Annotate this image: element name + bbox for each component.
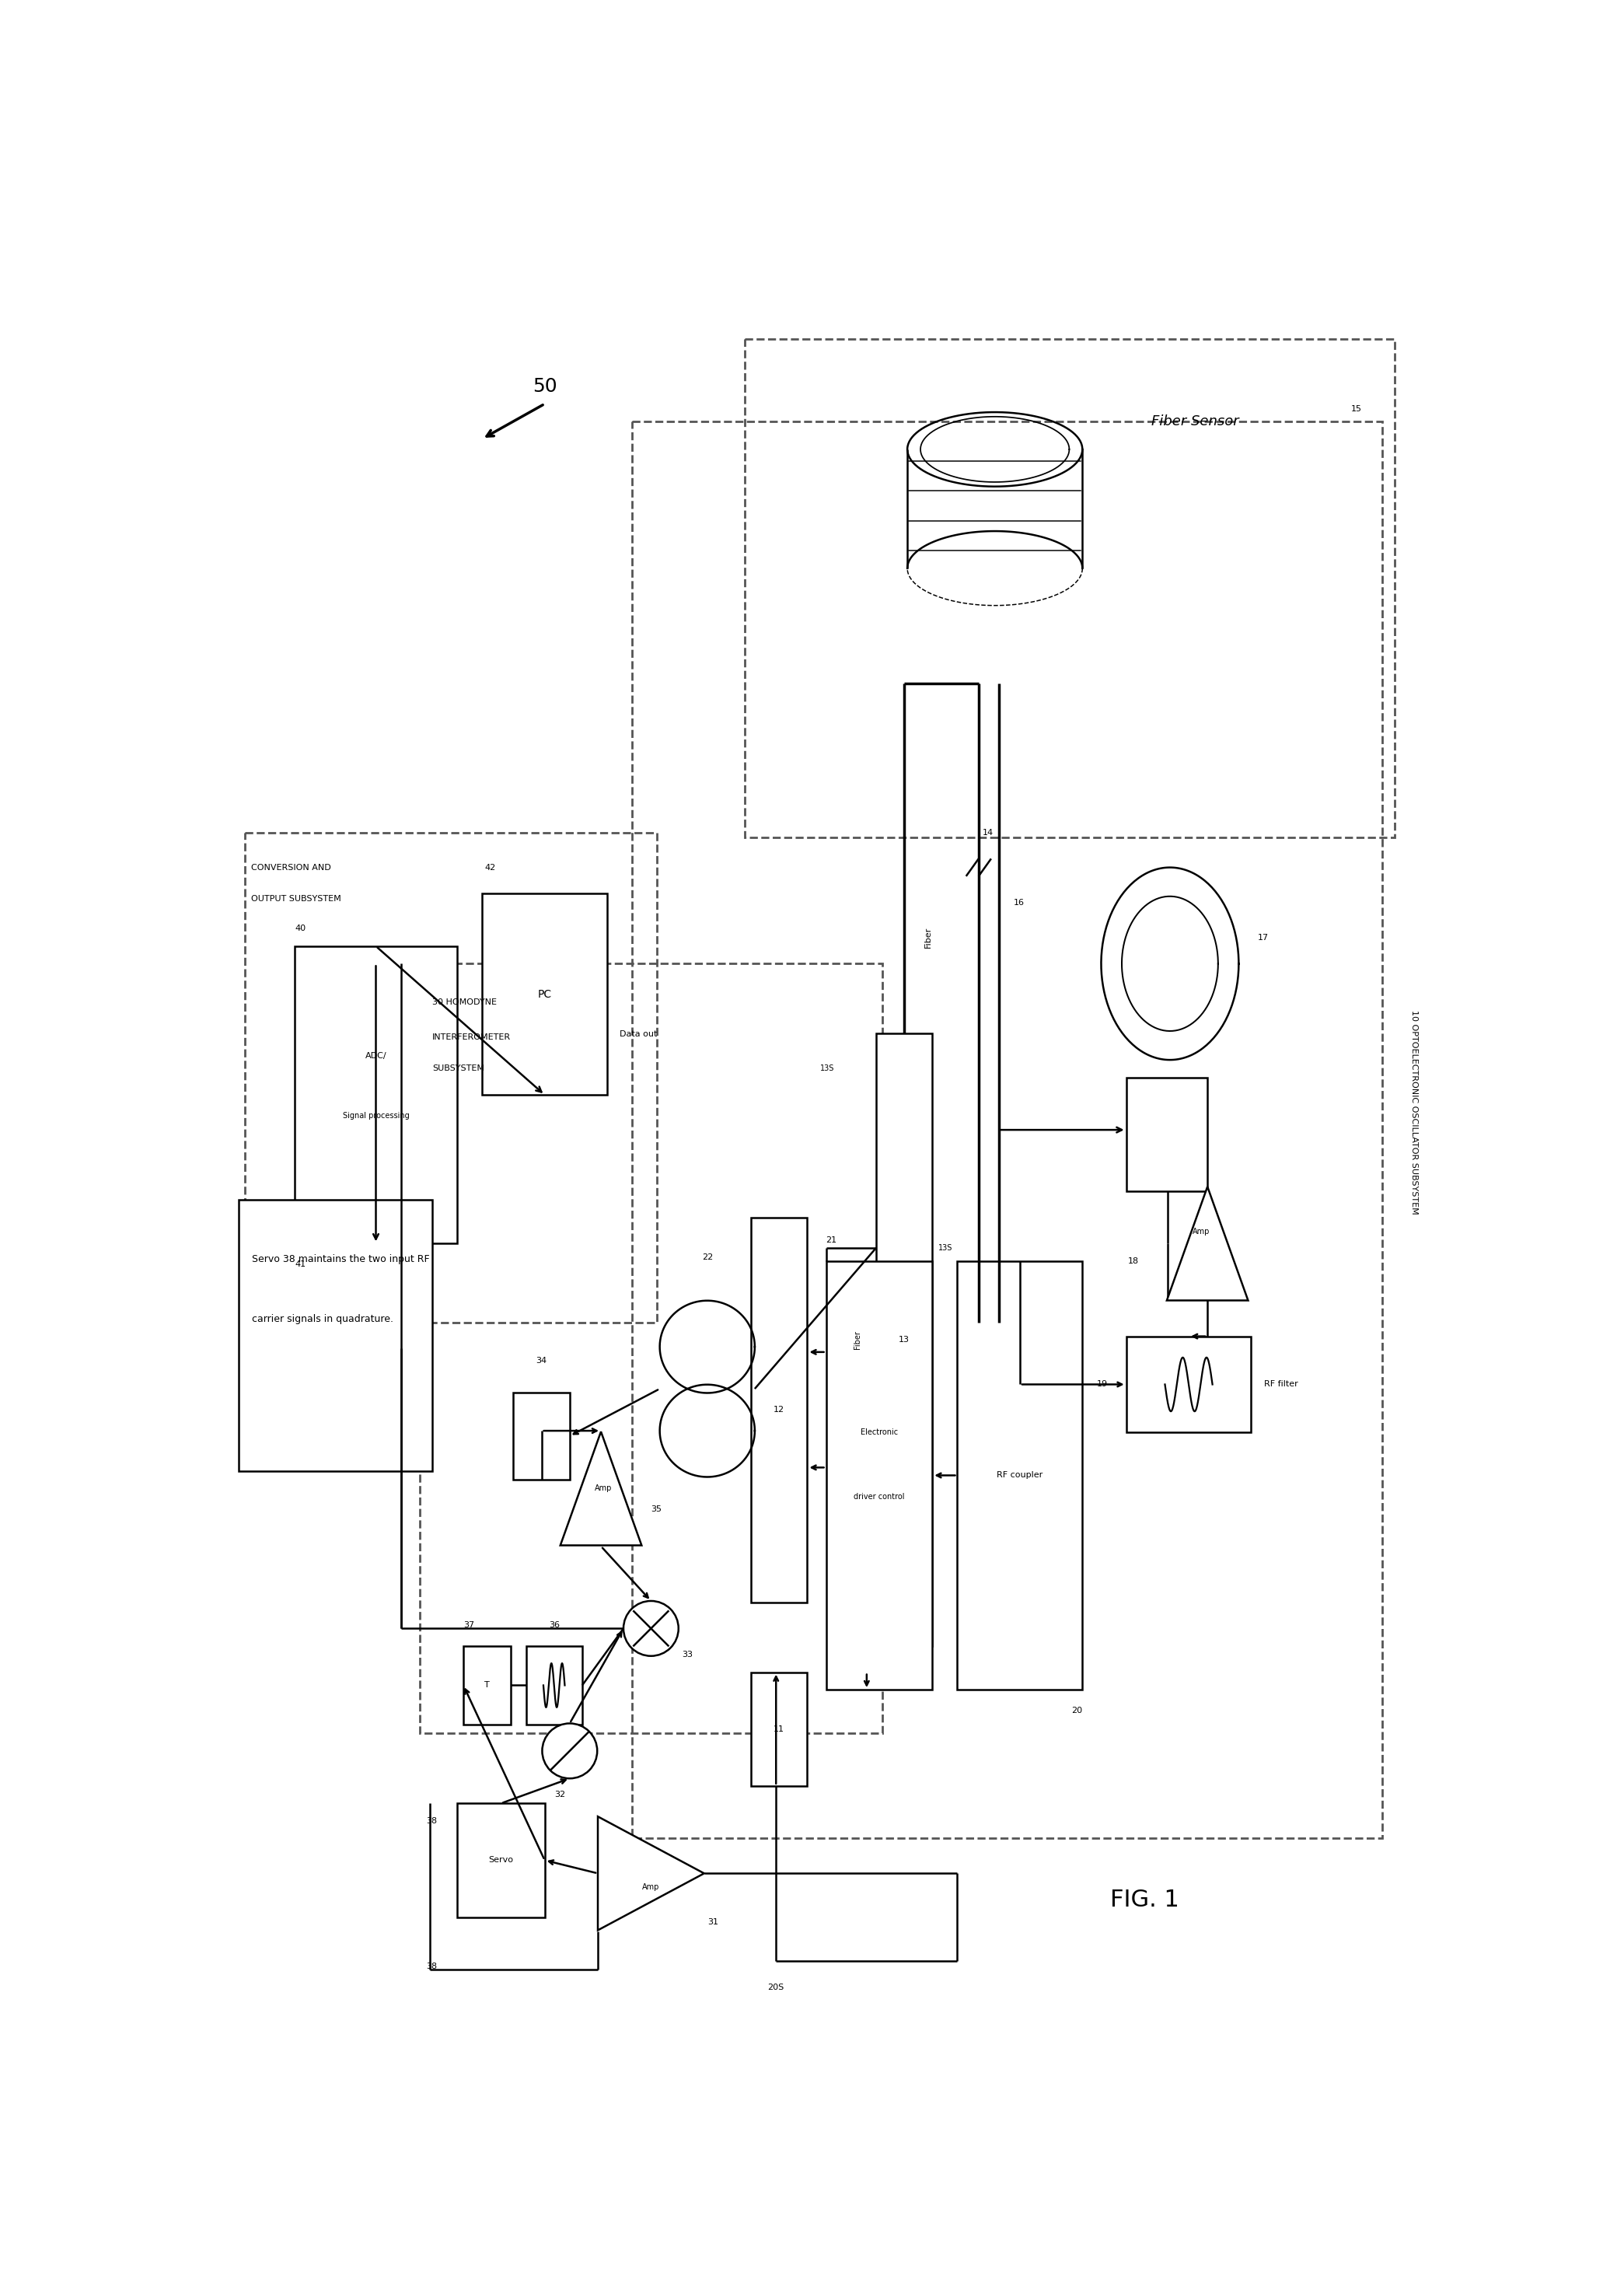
Bar — [458, 1804, 544, 1918]
Text: 15: 15 — [1351, 404, 1363, 414]
Text: Fiber Sensor: Fiber Sensor — [1151, 414, 1239, 429]
Text: 30 HOMODYNE: 30 HOMODYNE — [432, 997, 497, 1006]
Text: carrier signals in quadrature.: carrier signals in quadrature. — [252, 1313, 393, 1325]
Bar — [294, 945, 458, 1243]
Text: 50: 50 — [533, 377, 557, 395]
Text: Signal processing: Signal processing — [343, 1111, 409, 1120]
Text: Amp: Amp — [641, 1883, 659, 1890]
Polygon shape — [1166, 1186, 1249, 1300]
Text: Servo 38 maintains the two input RF: Servo 38 maintains the two input RF — [252, 1254, 430, 1266]
Text: OUTPUT SUBSYSTEM: OUTPUT SUBSYSTEM — [250, 895, 341, 902]
Bar — [482, 893, 607, 1095]
Bar — [827, 1261, 932, 1690]
Text: 13S: 13S — [939, 1245, 953, 1252]
Text: 40: 40 — [294, 925, 305, 932]
Text: Amp: Amp — [594, 1484, 612, 1493]
Bar — [750, 1218, 807, 1602]
Text: 19: 19 — [1096, 1381, 1108, 1388]
Bar — [745, 339, 1395, 838]
Text: 20S: 20S — [768, 1983, 784, 1990]
Text: CONVERSION AND: CONVERSION AND — [250, 863, 331, 872]
Text: 12: 12 — [773, 1406, 784, 1413]
Text: 16: 16 — [1013, 897, 1025, 907]
Text: 22: 22 — [702, 1254, 713, 1261]
Text: RF filter: RF filter — [1263, 1381, 1298, 1388]
Text: Fiber: Fiber — [854, 1331, 861, 1350]
Text: 17: 17 — [1257, 934, 1268, 941]
Text: 18: 18 — [1127, 1256, 1138, 1266]
Text: 32: 32 — [554, 1790, 565, 1799]
Bar — [463, 1645, 512, 1724]
Text: INTERFEROMETER: INTERFEROMETER — [432, 1034, 512, 1041]
Text: 35: 35 — [651, 1506, 663, 1513]
Text: 38: 38 — [425, 1963, 437, 1970]
Text: RF coupler: RF coupler — [997, 1472, 1043, 1479]
Text: 13S: 13S — [820, 1066, 835, 1072]
Circle shape — [542, 1724, 598, 1779]
Text: Electronic: Electronic — [861, 1429, 898, 1436]
Polygon shape — [598, 1818, 705, 1931]
Text: Data out: Data out — [620, 1031, 658, 1038]
Text: ADC/: ADC/ — [365, 1052, 387, 1061]
Text: 42: 42 — [484, 863, 495, 872]
Text: 31: 31 — [706, 1918, 718, 1927]
Text: 38: 38 — [425, 1818, 437, 1824]
Text: 14: 14 — [983, 829, 994, 836]
Polygon shape — [560, 1431, 641, 1545]
Text: 36: 36 — [549, 1620, 560, 1629]
Bar — [526, 1645, 581, 1724]
Text: driver control: driver control — [854, 1493, 905, 1502]
Text: 13: 13 — [898, 1336, 909, 1343]
Bar — [245, 832, 658, 1322]
Bar — [875, 1034, 932, 1645]
Text: 34: 34 — [536, 1356, 547, 1365]
Bar — [1125, 1336, 1250, 1434]
Bar — [513, 1393, 570, 1479]
Text: 11: 11 — [773, 1724, 784, 1734]
Bar — [239, 1200, 432, 1470]
Text: 20: 20 — [1072, 1706, 1082, 1715]
Text: Servo: Servo — [489, 1856, 513, 1863]
Text: Amp: Amp — [1192, 1227, 1210, 1236]
Bar — [750, 1672, 807, 1786]
Bar — [957, 1261, 1082, 1690]
Bar — [632, 420, 1382, 1838]
Text: SUBSYSTEM: SUBSYSTEM — [432, 1066, 484, 1072]
Text: 41: 41 — [294, 1261, 305, 1268]
Text: 10 OPTOELECTRONIC OSCILLATOR SUBSYSTEM: 10 OPTOELECTRONIC OSCILLATOR SUBSYSTEM — [1410, 1011, 1418, 1216]
Circle shape — [624, 1602, 679, 1656]
Text: Fiber: Fiber — [924, 927, 932, 947]
Bar — [419, 963, 882, 1734]
Bar — [1125, 1077, 1207, 1191]
Text: FIG. 1: FIG. 1 — [1111, 1888, 1179, 1911]
Text: 33: 33 — [682, 1652, 693, 1659]
Text: T: T — [484, 1681, 490, 1688]
Text: 37: 37 — [463, 1620, 474, 1629]
Text: PC: PC — [538, 988, 552, 1000]
Text: 21: 21 — [827, 1236, 836, 1245]
